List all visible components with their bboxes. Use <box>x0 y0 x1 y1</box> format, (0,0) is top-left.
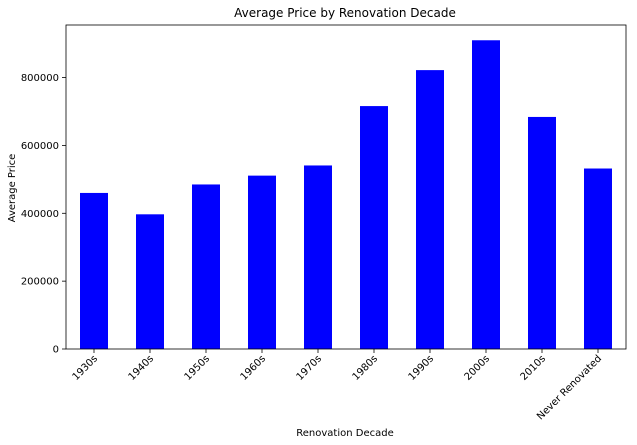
x-tick-label: 2000s <box>463 353 492 382</box>
bar-never-renovated <box>584 168 612 349</box>
x-axis: 1930s 1940s 1950s 1960s 1970s 1980s 1990s 2000s… <box>71 349 604 422</box>
x-tick-label: 1990s <box>407 353 436 382</box>
chart-title: Average Price by Renovation Decade <box>234 6 456 20</box>
bars-group <box>80 40 612 350</box>
x-tick-label: 1940s <box>127 353 156 382</box>
x-tick-label: 1970s <box>295 353 324 382</box>
y-tick-label: 600000 <box>21 141 59 152</box>
x-tick-label: 1930s <box>71 353 100 382</box>
bar-1930s <box>80 192 108 349</box>
x-tick-label: 1980s <box>351 353 380 382</box>
y-axis: 0 200000 400000 600000 800000 <box>21 73 66 356</box>
x-tick-label: 2010s <box>519 353 548 382</box>
y-tick-label: 0 <box>53 345 59 356</box>
bar-1990s <box>416 70 444 350</box>
x-axis-label: Renovation Decade <box>296 428 393 439</box>
x-tick-label: 1950s <box>183 353 212 382</box>
bar-1970s <box>304 165 332 349</box>
bar-1950s <box>192 184 220 349</box>
bar-1940s <box>136 214 164 349</box>
bar-2010s <box>528 116 556 349</box>
plot-frame <box>65 24 627 350</box>
axes-frame <box>65 24 627 350</box>
bar-1980s <box>360 106 388 349</box>
y-tick-label: 400000 <box>21 209 59 220</box>
x-tick-label: 1960s <box>239 353 268 382</box>
y-axis-label: Average Price <box>7 154 18 223</box>
bar-2000s <box>472 40 500 350</box>
y-tick-label: 800000 <box>21 73 59 84</box>
bar-1960s <box>248 175 276 349</box>
y-tick-label: 200000 <box>21 277 59 288</box>
